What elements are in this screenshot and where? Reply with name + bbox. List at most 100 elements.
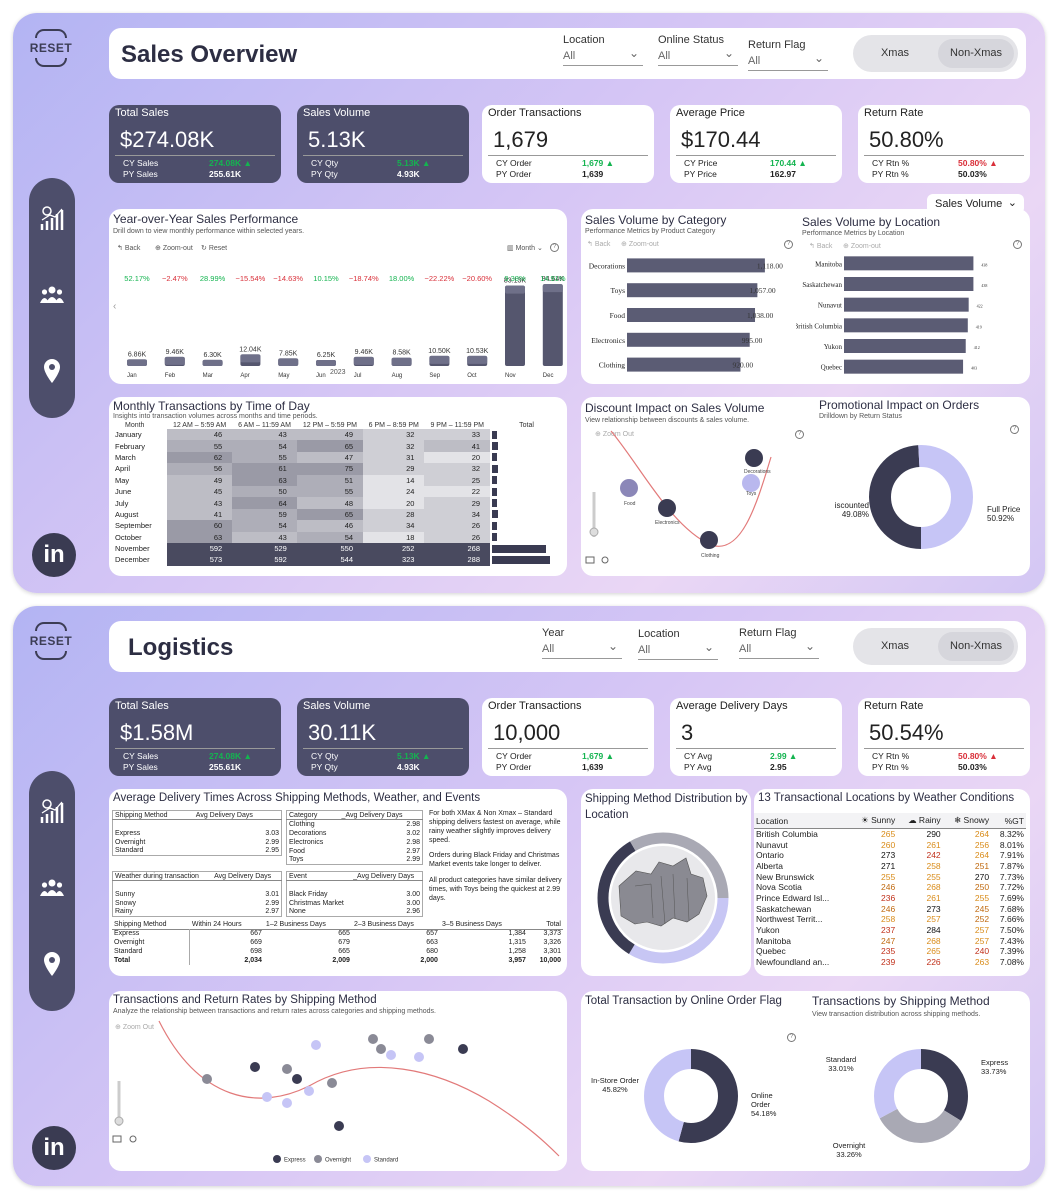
bar-top-Jan [127,359,147,366]
value-British Columbia: 419 [976,324,982,329]
reset-chart-button[interactable]: ↻ Reset [201,245,228,252]
table-row: March 62 55 47 31 20 [111,451,563,464]
help-icon[interactable]: ? [787,1033,796,1042]
cat-label-British Columbia: British Columbia [796,322,843,330]
bar-label-Apr: 12.04K [239,346,262,353]
kpi-order-transactions: Order Transactions 1,679 CY Order 1,679 ▲ PY… [482,105,654,183]
back-button[interactable]: ↰ Back [117,245,141,252]
linkedin-icon[interactable]: in [32,533,76,577]
chevron-left-icon[interactable]: ‹ [113,301,117,312]
non-xmas-option[interactable]: Non-Xmas [938,632,1014,661]
value-Manitoba: 438 [981,262,987,267]
help-icon[interactable]: ? [784,240,793,249]
yoy-sales-chart: Year-over-Year Sales Performance Drill d… [109,209,567,384]
kpi-order-transactions: Order Transactions 10,000 CY Order 1,679 ▲ P… [482,698,654,776]
zoom-out-button[interactable]: ⊕ Zoom-out [155,245,193,252]
value-Food: 1,038.00 [747,311,774,320]
side-nav [29,771,75,1011]
bar-Manitoba [844,256,974,271]
kpi-average-delivery-days: Average Delivery Days 3 CY Avg 2.99 ▲ PY Avg… [670,698,842,776]
non-xmas-option[interactable]: Non-Xmas [938,39,1014,68]
tick-Apr: Apr [240,373,249,379]
back-button[interactable]: ↰ Back [809,243,833,250]
bar-Nunavut [844,297,969,312]
bar-Decorations [627,258,765,273]
table-row: Total 2,034 2,009 2,000 3,957 10,000 [112,956,561,965]
zoom-out-button[interactable]: ⊕ Zoom-out [621,241,659,248]
help-icon[interactable]: ? [550,243,559,252]
zoom-out-button[interactable]: ⊕ Zoom Out [115,1024,154,1031]
reset-button[interactable]: RESET [29,622,73,668]
return-flag-filter[interactable]: Return Flag All [748,39,828,71]
bar-Clothing [627,357,741,372]
people-icon[interactable] [40,877,64,903]
bar-label-Jul: 9.46K [355,349,374,356]
help-icon[interactable]: ? [795,430,804,439]
svg-text:Express: Express [284,1158,306,1164]
sales-chart-icon[interactable] [40,799,64,825]
table-row: Saskatchewan 246 273 245 7.68% [756,903,1024,914]
location-weather-table: Location ☀ Sunny ☁ Rainy ❄ Snowy %GT British … [754,813,1026,968]
online-status-filter[interactable]: Online Status All [658,34,738,66]
shipping-distribution-map: Shipping Method Distribution by Location [581,789,751,976]
growth-Jan: 52.17% [124,274,150,283]
side-nav [29,178,75,418]
table-row: British Columbia 265 290 264 8.32% [756,829,1024,840]
location-pin-icon[interactable] [40,951,64,977]
zoom-out-button[interactable]: ⊕ Zoom Out [595,431,634,438]
col-header: Month [125,422,145,429]
table-row: Alberta 271 258 251 7.87% [756,860,1024,871]
table-row: February 55 54 65 32 41 [111,440,563,452]
col-header: Total [519,422,534,429]
growth-Sep: −22.22% [424,274,454,283]
table-row: Newfoundland an... 239 226 263 7.08% [756,957,1024,968]
growth-Apr: −15.54% [235,274,265,283]
growth-Dec: 14.91% [540,274,566,283]
page-title: Logistics [128,634,234,661]
online-order-donut [644,1049,738,1143]
linkedin-icon[interactable]: in [32,1126,76,1170]
tick-Dec: Dec [543,373,554,379]
people-icon[interactable] [40,284,64,310]
tick-Mar: Mar [203,373,213,379]
category-table: Category _Avg Delivery Days Clothing 2.98 … [286,810,423,865]
return-flag-filter[interactable]: Return Flag All [739,627,819,659]
help-icon[interactable]: ? [1010,425,1019,434]
xmas-option[interactable]: Xmas [880,47,910,59]
col-header: 12 AM – 5:59 AM [172,422,227,429]
volume-by-category-location: Sales Volume by Category Performance Met… [581,209,1030,384]
year-filter[interactable]: Year All [542,627,622,659]
bar-Toys [627,283,758,298]
svg-text:Toys: Toys [746,491,757,497]
month-dropdown[interactable]: ▥ Month ⌄ [507,245,543,252]
bar-top-Sep [429,355,450,364]
table-row: January 46 43 49 32 33 [111,429,563,441]
location-filter[interactable]: Location All [563,34,643,66]
bar-label-Jan: 6.86K [128,351,147,358]
svg-text:Standard: Standard [374,1158,398,1164]
bar-Food [627,308,756,322]
location-filter[interactable]: Location All [638,628,718,660]
cat-label-Saskatchewan: Saskatchewan [802,281,842,289]
location-pin-icon[interactable] [40,358,64,384]
back-button[interactable]: ↰ Back [587,241,611,248]
sales-chart-icon[interactable] [40,206,64,232]
zoom-out-button[interactable]: ⊕ Zoom-out [843,243,881,250]
xmas-toggle[interactable]: Xmas Non-Xmas [853,628,1018,665]
bar-top-Jun [316,359,336,366]
tick-Oct: Oct [467,373,477,379]
col-header: 9 PM – 11:59 PM [430,422,485,429]
discount-impact-chart: Discount Impact on Sales Volume View rel… [581,397,1030,576]
xmas-option[interactable]: Xmas [880,640,910,652]
help-icon[interactable]: ? [1013,240,1022,249]
zoom-slider-handle [589,527,599,537]
value-Clothing: 920.00 [732,361,753,370]
tick-Jul: Jul [354,373,362,379]
reset-button[interactable]: RESET [29,29,73,75]
value-Toys: 1,057.00 [749,286,776,295]
location-bars: Manitoba 438 Saskatchewan 438 Nunavut 422 Brit… [796,256,987,374]
point-decorations [745,449,763,467]
bar-top-Apr [240,354,261,363]
xmas-toggle[interactable]: Xmas Non-Xmas [853,35,1018,72]
